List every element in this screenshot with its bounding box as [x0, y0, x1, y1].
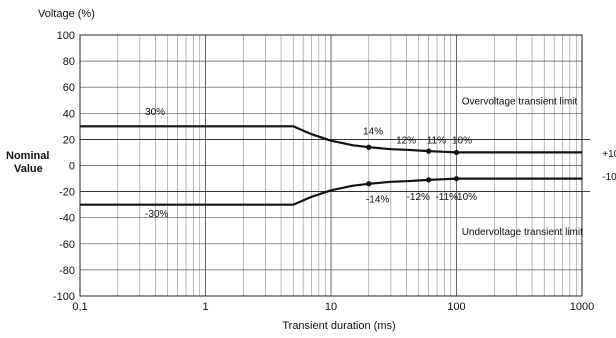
y-tick-label: 0 — [69, 161, 75, 173]
nominal-label: Nominal — [6, 150, 49, 162]
data-label: -14% — [366, 194, 389, 205]
y-tick-label: 60 — [63, 82, 75, 94]
data-label: -30% — [145, 209, 168, 220]
limit-region-label: Overvoltage transient limit — [462, 97, 578, 108]
data-label: +10% — [602, 149, 616, 160]
data-label: 11% — [427, 136, 446, 147]
data-label: 10% — [452, 136, 472, 147]
limit-region-label: Undervoltage transient limit — [462, 227, 583, 238]
data-point-marker — [426, 148, 432, 154]
x-tick-label: 1 — [202, 301, 208, 313]
y-tick-label: -60 — [59, 239, 75, 251]
y-axis-label: Voltage (%) — [38, 8, 95, 20]
y-tick-label: -20 — [59, 187, 75, 199]
data-point-marker — [366, 144, 372, 150]
overvoltage-limit-line — [80, 125, 582, 154]
data-point-marker — [453, 175, 460, 182]
data-label: 30% — [145, 107, 165, 118]
x-tick-label: 0,1 — [72, 301, 87, 313]
data-point-marker — [453, 149, 460, 156]
data-label: -10% — [602, 172, 616, 183]
data-label: 12% — [396, 136, 416, 147]
data-label: 14% — [363, 127, 383, 138]
data-point-marker — [426, 177, 432, 183]
data-point-marker — [366, 181, 372, 187]
value-label: Value — [14, 163, 43, 175]
y-tick-label: -100 — [53, 291, 75, 303]
y-tick-label: 20 — [63, 134, 75, 146]
y-tick-label: -80 — [59, 265, 75, 277]
y-tick-label: 100 — [57, 30, 75, 42]
data-label: -12% — [407, 192, 430, 203]
y-tick-label: 40 — [63, 108, 75, 120]
x-tick-label: 10 — [325, 301, 337, 313]
x-tick-label: 100 — [447, 301, 465, 313]
plot-frame — [79, 34, 583, 297]
data-label: -11% — [435, 192, 458, 203]
data-label: -10% — [454, 192, 477, 203]
y-tick-label: 80 — [63, 56, 75, 68]
y-tick-label: -40 — [59, 213, 75, 225]
undervoltage-limit-line — [80, 177, 582, 206]
x-axis-label: Transient duration (ms) — [282, 320, 395, 332]
x-tick-label: 1000 — [570, 301, 594, 313]
